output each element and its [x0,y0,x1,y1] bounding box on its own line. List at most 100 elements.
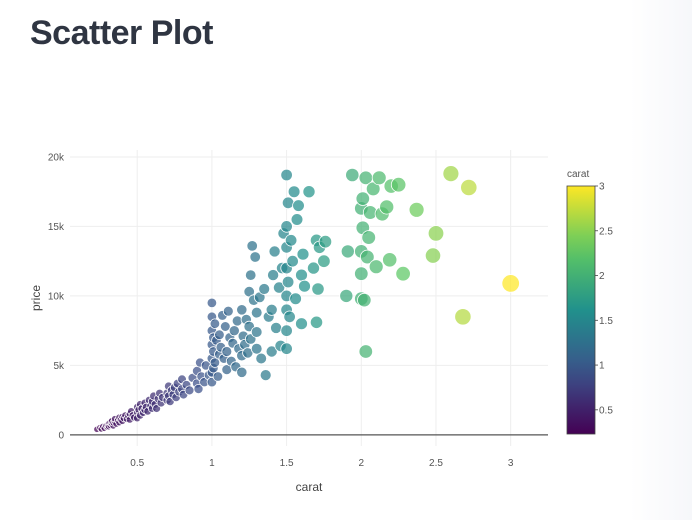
scatter-point[interactable] [295,317,308,331]
axes-layer: 0.5 1 1.5 2 2.5 3 0 5k 10k 15k 20k [48,152,548,469]
scatter-point[interactable] [371,170,387,186]
scatter-point[interactable] [280,342,293,355]
scatter-point[interactable] [236,304,248,316]
scatter-point[interactable] [309,315,324,329]
scatter-point[interactable] [184,385,195,396]
scatter-point[interactable] [357,292,372,308]
scatter-point[interactable] [272,281,286,294]
scatter-point[interactable] [244,269,257,281]
scatter-point[interactable] [212,371,224,382]
scatter-point[interactable] [255,352,268,365]
plot-panel: 0.5 1 1.5 2 2.5 3 0 5k 10k 15k 20k 0.5 1 1.5 2 2.5 3 ca… [0,68,630,520]
scatter-point[interactable] [358,344,374,359]
scatter-point[interactable] [193,383,204,394]
scatter-point[interactable] [267,269,280,282]
scatter-point[interactable] [289,292,302,306]
scatter-chart: 0.5 1 1.5 2 2.5 3 0 5k 10k 15k 20k 0.5 1 1.5 2 2.5 3 ca… [29,150,613,494]
scatter-point[interactable] [311,282,325,296]
scatter-point[interactable] [286,254,299,268]
x-tick-label: 2.5 [429,458,443,469]
x-tick-label: 0.5 [130,458,144,469]
y-tick-label: 5k [53,361,65,372]
scatter-point[interactable] [214,329,225,341]
scatter-point[interactable] [250,342,263,355]
scatter-point[interactable] [236,366,248,378]
colorbar-tick-label: 1 [599,361,605,372]
scatter-point[interactable] [361,230,377,245]
scatter-point[interactable] [318,234,333,249]
scatter-point[interactable] [460,178,478,197]
scatter-point[interactable] [296,247,310,261]
scatter-point[interactable] [298,279,311,293]
colorbar-title: carat [567,169,589,180]
page-title: Scatter Plot [30,14,213,52]
colorbar-tick-label: 2.5 [599,226,613,237]
x-tick-label: 1.5 [280,458,294,469]
scatter-point[interactable] [355,191,371,206]
scatter-point[interactable] [250,326,263,338]
scatter-point[interactable] [258,283,271,295]
scatter-point[interactable] [359,249,375,265]
scatter-point[interactable] [280,324,293,337]
scatter-point[interactable] [368,259,384,275]
scatter-point[interactable] [268,245,281,258]
scatter-point[interactable] [283,310,296,324]
scatter-point[interactable] [302,185,316,199]
x-tick-label: 1 [209,458,215,469]
colorbar-tick-label: 2 [599,271,605,282]
y-axis-title: price [29,285,43,311]
scatter-point[interactable] [249,251,261,263]
scatter-point[interactable] [228,325,240,337]
scatter-point[interactable] [290,213,304,226]
scatter-point[interactable] [306,261,320,275]
scatter-point[interactable] [390,176,407,193]
scatter-point[interactable] [292,199,305,212]
scatter-point[interactable] [281,196,295,210]
x-tick-label: 2 [359,458,365,469]
scatter-point[interactable] [280,168,293,182]
scatter-point[interactable] [206,297,218,309]
scatter-point[interactable] [209,318,221,329]
scatter-point[interactable] [382,252,398,268]
colorbar-tick-label: 1.5 [599,316,613,327]
scatter-point[interactable] [221,346,233,357]
points-layer[interactable] [93,165,520,433]
scatter-point[interactable] [317,254,331,268]
colorbar: 0.5 1 1.5 2 2.5 3 [566,182,613,435]
scatter-point[interactable] [379,199,395,215]
scatter-point[interactable] [265,345,278,358]
scatter-point[interactable] [284,234,298,247]
y-tick-label: 20k [48,152,65,163]
scatter-point[interactable] [345,167,360,183]
scatter-point[interactable] [287,185,301,198]
scatter-point[interactable] [259,369,272,382]
x-axis-title: carat [296,480,323,494]
scatter-point[interactable] [442,165,460,182]
scatter-point[interactable] [231,315,243,327]
colorbar-tick-label: 3 [599,182,605,193]
x-tick-label: 3 [508,458,514,469]
scatter-point[interactable] [408,201,425,218]
scatter-point[interactable] [222,305,234,317]
scatter-point[interactable] [339,288,354,303]
scatter-point[interactable] [454,308,472,326]
y-tick-label: 15k [48,222,65,233]
scatter-point[interactable] [354,266,369,281]
scatter-point[interactable] [395,265,411,282]
scatter-point[interactable] [265,303,278,316]
scatter-point[interactable] [220,321,231,332]
scatter-point[interactable] [270,321,283,334]
scatter-point[interactable] [281,275,295,289]
y-tick-label: 10k [48,291,65,302]
scatter-point[interactable] [250,306,263,319]
colorbar-tick-label: 0.5 [599,405,613,416]
scatter-point[interactable] [501,274,520,293]
scatter-point[interactable] [295,268,308,282]
scatter-point[interactable] [246,240,258,252]
scatter-point[interactable] [280,220,293,233]
scatter-point[interactable] [340,244,355,259]
colorbar-scale [566,185,596,435]
scatter-point[interactable] [427,225,445,242]
scatter-point[interactable] [209,357,221,368]
scatter-point[interactable] [424,247,442,264]
